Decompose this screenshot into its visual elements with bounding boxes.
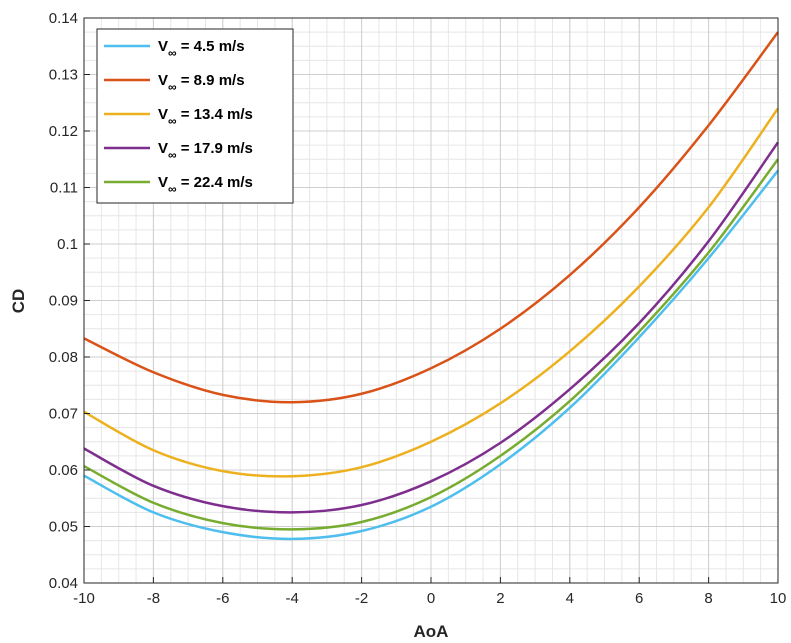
x-tick-label: 10 <box>770 590 787 607</box>
legend-entry-5: V∞ = 22.4 m/s <box>158 174 253 196</box>
y-tick-label: 0.1 <box>57 236 78 253</box>
series-line-2 <box>83 31 780 404</box>
x-axis-label: AoA <box>414 622 449 641</box>
series-line-1 <box>83 169 779 541</box>
y-tick-label: 0.13 <box>49 67 78 84</box>
legend-box <box>96 28 294 204</box>
y-tick-label: 0.04 <box>49 575 78 592</box>
y-tick-label: 0.12 <box>49 123 78 140</box>
y-tick-label: 0.08 <box>49 349 78 366</box>
series-line-5 <box>83 158 780 531</box>
y-tick-label: 0.07 <box>49 406 78 423</box>
x-axis-ticks: -10 -8 -6 -4 -2 0 2 4 6 8 10 <box>73 577 786 607</box>
y-axis-label: CD <box>9 289 28 314</box>
series-line-4 <box>83 141 780 514</box>
x-tick-label: -8 <box>147 590 160 607</box>
x-tick-label: -10 <box>73 590 95 607</box>
legend-entry-1: V∞ = 4.5 m/s <box>158 38 245 60</box>
y-tick-label: 0.11 <box>50 180 78 197</box>
x-tick-label: -6 <box>216 590 229 607</box>
x-tick-label: 6 <box>635 590 643 607</box>
series-lines <box>83 31 780 541</box>
y-tick-label: 0.05 <box>49 519 78 536</box>
y-tick-label: 0.14 <box>49 10 78 27</box>
series-line-3 <box>83 107 780 478</box>
y-axis-ticks: 0.04 0.05 0.06 0.07 0.08 0.09 0.1 0.11 0.12 0.13 0… <box>49 10 90 592</box>
x-tick-label: -2 <box>355 590 368 607</box>
x-tick-label: 0 <box>427 590 435 607</box>
legend: V∞ = 4.5 m/s V∞ = 8.9 m/s V∞ = 13.4 m/s V∞ … <box>96 28 294 204</box>
x-tick-label: 8 <box>704 590 712 607</box>
x-tick-label: 2 <box>496 590 504 607</box>
x-tick-label: -4 <box>286 590 299 607</box>
legend-entry-3: V∞ = 13.4 m/s <box>158 106 253 128</box>
x-tick-label: 4 <box>566 590 574 607</box>
y-tick-label: 0.06 <box>49 462 78 479</box>
legend-entry-2: V∞ = 8.9 m/s <box>158 72 245 94</box>
legend-entry-4: V∞ = 17.9 m/s <box>158 140 253 162</box>
y-tick-label: 0.09 <box>49 293 78 310</box>
